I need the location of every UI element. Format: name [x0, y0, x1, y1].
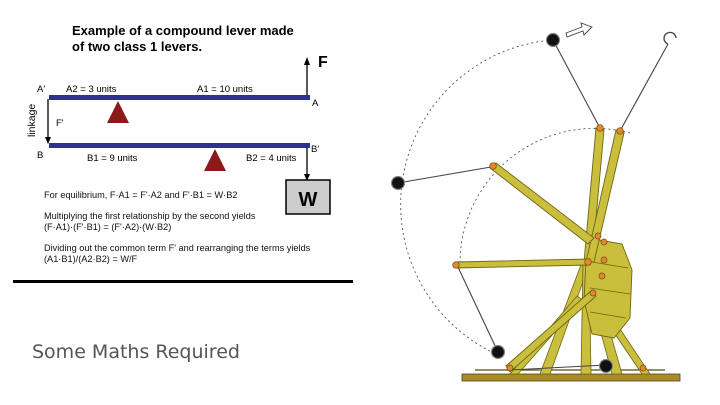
equations-block: For equilibrium, F·A1 = F'·A2 and F'·B1 … [44, 190, 344, 275]
label-f-prime: F' [56, 118, 64, 129]
joint-arm-top-left [596, 124, 604, 132]
joint-cw-3 [600, 256, 608, 264]
joint-cw-2 [600, 238, 608, 246]
label-a2: A2 = 3 units [66, 84, 117, 95]
weight-box [285, 179, 331, 215]
lower-fulcrum [204, 149, 226, 171]
division-text: Dividing out the common term F' and rear… [44, 242, 311, 253]
upper-fulcrum [107, 101, 129, 123]
diagram-title-line2: of two class 1 levers. [72, 39, 202, 54]
label-linkage: linkage [26, 104, 38, 137]
projectile-ball-base [598, 358, 614, 374]
counterweight-line-2 [589, 287, 631, 295]
label-b1: B1 = 9 units [87, 153, 138, 164]
counterweight-line-3 [589, 311, 627, 319]
joint-cw-1 [594, 232, 602, 240]
label-b-prime: B' [311, 144, 319, 155]
trebuchet-base [461, 373, 681, 382]
multiplication-text: Multiplying the first relationship by th… [44, 210, 256, 221]
multiplication-equation: (F·A1)·(F'·B1) = (F'·A2)·(W·B2) [44, 222, 172, 232]
joint-lower-linkage [589, 289, 597, 297]
joint-upper-linkage [489, 162, 497, 170]
label-b: B [37, 150, 43, 161]
sling-rope-left [552, 39, 601, 129]
joint-base-right [639, 364, 647, 372]
trebuchet-diagram [390, 22, 681, 382]
equilibrium-equation: For equilibrium, F·A1 = F'·A2 and F'·B1 … [44, 190, 238, 200]
slide-title: Some Maths Required [32, 341, 240, 363]
lower-lever-beam [49, 143, 310, 148]
joint-base-left [506, 364, 514, 372]
joint-cw-4 [598, 272, 606, 280]
label-a1: A1 = 10 units [197, 84, 253, 95]
rope-to-left-ball [397, 166, 492, 184]
label-a: A [312, 98, 319, 109]
sling-rope-right [619, 43, 669, 132]
joint-pivot [584, 258, 592, 266]
compound-lever-diagram: Example of a compound lever made of two … [26, 23, 331, 215]
projectile-ball-top [545, 32, 561, 48]
counterweight-line-1 [591, 261, 629, 269]
weight-label: W [299, 189, 318, 211]
section-divider [13, 280, 353, 283]
outer-swing-arc [400, 39, 554, 356]
upper-linkage-arm [489, 162, 595, 245]
joint-arm-top-right [616, 127, 624, 135]
weight-arrowhead [304, 174, 310, 181]
inner-swing-arc [459, 127, 631, 266]
projectile-ball-left [390, 175, 406, 191]
multiplication-paragraph: Multiplying the first relationship by th… [44, 211, 344, 234]
label-a-prime: A' [37, 84, 45, 95]
projectile-ball-bottom [490, 344, 506, 360]
force-arrowhead [304, 57, 310, 65]
upper-lever-beam [49, 95, 310, 100]
linkage-arrowhead [45, 137, 51, 144]
rope-to-base-ball [509, 364, 607, 371]
label-force-f: F [318, 54, 328, 71]
release-hook [663, 31, 677, 45]
label-b2: B2 = 4 units [246, 153, 297, 164]
joint-middle-linkage [452, 261, 460, 269]
middle-linkage-arm [455, 258, 591, 269]
ratio-equation: (A1·B1)/(A2·B2) = W/F [44, 254, 138, 264]
diagram-title-line1: Example of a compound lever made [72, 23, 294, 38]
division-paragraph: Dividing out the common term F' and rear… [44, 243, 344, 266]
trajectory-arrow-icon [565, 22, 593, 38]
rope-to-bottom-ball [456, 264, 499, 353]
